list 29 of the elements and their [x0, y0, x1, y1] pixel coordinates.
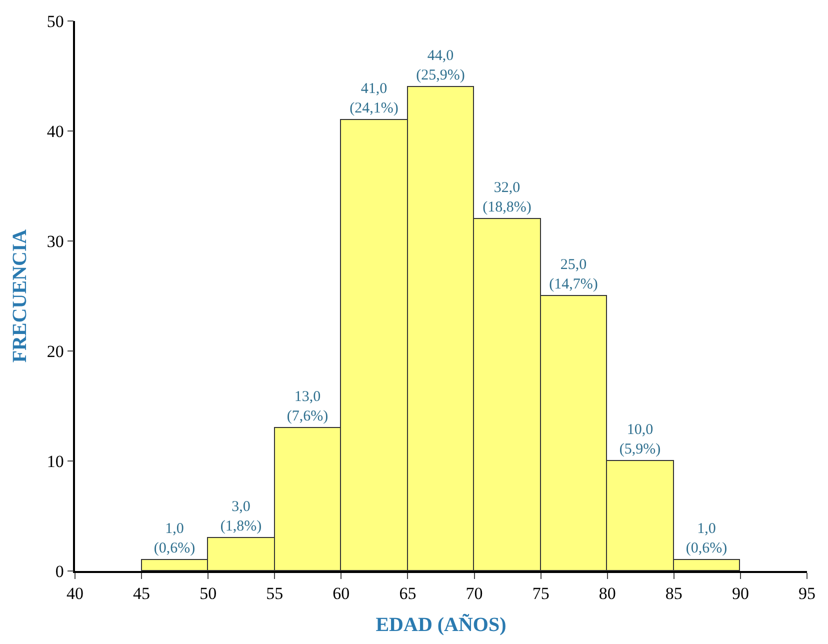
x-tick-label: 40 [66, 584, 84, 604]
x-tick-label: 45 [133, 584, 150, 604]
data-label: 25,0 (14,7%) [549, 257, 598, 292]
data-label: 1,0 (0,6%) [154, 521, 196, 556]
y-tick-label: 50 [46, 12, 64, 31]
x-tick-label: 95 [798, 584, 816, 604]
x-tick-label: 80 [598, 584, 616, 604]
x-tick-label: 70 [466, 584, 483, 604]
x-tick-label: 90 [732, 584, 749, 604]
y-tick-label: 40 [46, 122, 64, 141]
y-tick-label: 0 [55, 562, 64, 581]
y-tick-label: 30 [46, 232, 64, 251]
x-tick-label: 65 [399, 584, 416, 604]
data-label: 32,0 (18,8%) [482, 180, 532, 216]
data-label: 13,0 (7,6%) [286, 389, 328, 424]
y-axis-title: FRECUENCIA [8, 228, 31, 363]
data-label: 1,0 (0,6%) [686, 521, 728, 556]
x-tick-label: 55 [266, 584, 284, 604]
y-tick-label: 10 [46, 452, 64, 471]
data-label: 10,0 (5,9%) [619, 422, 661, 458]
y-tick-label: 20 [46, 342, 64, 361]
x-tick-label: 85 [665, 584, 682, 604]
x-tick-label: 60 [332, 584, 350, 604]
x-tick-label: 75 [532, 584, 550, 604]
data-label: 44,0 (25,9%) [416, 48, 465, 84]
data-label: 3,0 (1,8%) [220, 499, 262, 534]
x-axis-title: EDAD (AÑOS) [376, 613, 506, 636]
data-label: 41,0 (24,1%) [350, 81, 398, 116]
x-tick-label: 50 [200, 584, 217, 604]
